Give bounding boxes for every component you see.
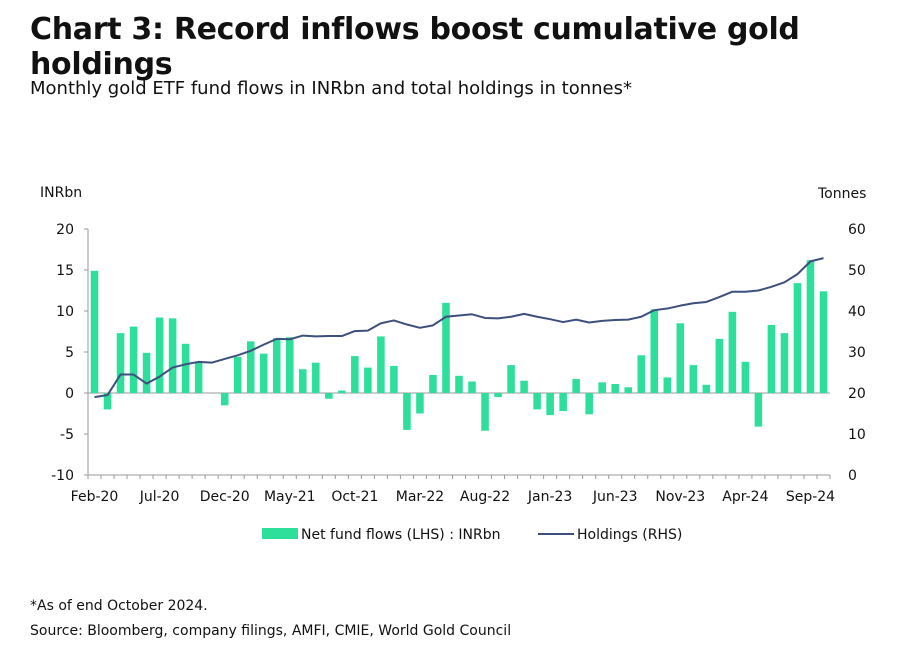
right-tick-label: 50 xyxy=(848,263,866,279)
left-tick-label: 20 xyxy=(56,222,74,238)
legend-label-bars: Net fund flows (LHS) : INRbn xyxy=(301,527,500,543)
flow-bar xyxy=(676,323,685,393)
flow-bar xyxy=(194,361,203,393)
flow-bar xyxy=(455,375,463,393)
x-tick-label: Dec-20 xyxy=(200,489,250,505)
x-tick-label: Sep-24 xyxy=(786,489,835,505)
flow-bar xyxy=(325,393,333,399)
x-tick-label: Jul-20 xyxy=(139,489,180,505)
holdings-line xyxy=(94,257,824,399)
flow-bar xyxy=(220,393,229,406)
x-tick-label: Feb-20 xyxy=(71,489,119,505)
flow-bar xyxy=(663,377,672,393)
line-series xyxy=(94,257,824,399)
flow-bar xyxy=(299,369,307,393)
flow-bar xyxy=(181,343,190,393)
left-axis-label: INRbn xyxy=(40,185,82,201)
flow-bar xyxy=(559,393,567,412)
flow-bar xyxy=(715,338,724,393)
flow-bar xyxy=(546,393,554,416)
flow-bar xyxy=(572,379,580,393)
flow-bar xyxy=(494,393,502,398)
flow-bar xyxy=(819,291,828,393)
flow-bar xyxy=(702,384,711,393)
flow-bar xyxy=(637,355,646,393)
flow-bar xyxy=(442,302,450,393)
x-tick-label: Mar-22 xyxy=(396,489,444,505)
flow-bar xyxy=(103,393,112,410)
flow-bar xyxy=(728,311,737,393)
flow-bar xyxy=(611,383,619,393)
flow-bar xyxy=(338,390,346,393)
flow-bar xyxy=(468,381,476,393)
left-tick-label: 5 xyxy=(65,345,74,361)
flow-bar xyxy=(429,374,437,393)
x-tick-label: Aug-22 xyxy=(460,489,510,505)
right-tick-label: 0 xyxy=(848,468,857,484)
flow-bar xyxy=(806,260,815,393)
bar-series xyxy=(90,260,828,431)
right-tick-label: 60 xyxy=(848,222,866,238)
axes: -10 -5 0 5 10 15 20 0 10 20 30 40 50 60 Feb-20 Jul-20 De… xyxy=(51,222,866,505)
flow-bar xyxy=(129,326,138,393)
x-tick-label: Apr-24 xyxy=(722,489,768,505)
flow-bar xyxy=(116,333,125,393)
flow-bar xyxy=(520,380,528,393)
flow-bar xyxy=(233,356,242,393)
right-tick-label: 10 xyxy=(848,427,866,443)
left-tick-label: 0 xyxy=(65,386,74,402)
flow-bar xyxy=(689,365,698,393)
flow-bar xyxy=(246,341,255,393)
flow-bar xyxy=(377,336,385,393)
left-tick-label: -10 xyxy=(51,468,74,484)
flow-bar xyxy=(650,309,659,393)
flow-bar xyxy=(364,367,372,393)
x-tick-label: May-21 xyxy=(264,489,316,505)
flow-bar xyxy=(533,393,541,410)
flow-bar xyxy=(481,393,489,431)
left-tick-label: -5 xyxy=(60,427,74,443)
x-tick-label: Nov-23 xyxy=(655,489,705,505)
right-axis-label: Tonnes xyxy=(817,186,866,202)
flow-bar xyxy=(285,337,294,393)
flow-bar xyxy=(507,365,515,393)
legend-swatch-bars xyxy=(262,528,298,539)
chart-subtitle: Monthly gold ETF fund flows in INRbn and… xyxy=(30,78,632,99)
flow-bar xyxy=(155,317,164,393)
left-tick-label: 10 xyxy=(56,304,74,320)
x-tick-label: Jan-23 xyxy=(527,489,572,505)
flow-bar xyxy=(272,338,281,393)
flow-bar xyxy=(312,362,320,393)
flow-bar xyxy=(793,283,802,393)
flow-bar xyxy=(624,387,633,393)
chart: INRbn Tonnes -10 -5 0 5 10 15 20 0 10 20 30 40 50 60 F… xyxy=(40,185,866,543)
right-tick-label: 30 xyxy=(848,345,866,361)
flow-bar xyxy=(585,393,593,415)
flow-bar xyxy=(403,393,411,430)
x-tick-label: Oct-21 xyxy=(331,489,378,505)
flow-bar xyxy=(351,356,359,393)
chart-title: Chart 3: Record inflows boost cumulative… xyxy=(30,12,800,82)
flow-bar xyxy=(90,270,99,393)
flow-bar xyxy=(598,382,606,393)
flow-bar xyxy=(741,361,750,393)
footnote: *As of end October 2024. xyxy=(30,598,208,614)
flow-bar xyxy=(767,324,776,393)
right-tick-label: 40 xyxy=(848,304,866,320)
source-note: Source: Bloomberg, company filings, AMFI… xyxy=(30,623,512,639)
flow-bar xyxy=(754,393,763,427)
left-tick-label: 15 xyxy=(56,263,74,279)
x-tick-label: Jun-23 xyxy=(592,489,638,505)
legend: Net fund flows (LHS) : INRbn Holdings (R… xyxy=(262,527,682,543)
flow-bar xyxy=(416,393,424,414)
flow-bar xyxy=(168,318,177,393)
right-tick-label: 20 xyxy=(848,386,866,402)
flow-bar xyxy=(390,365,398,393)
legend-label-line: Holdings (RHS) xyxy=(577,527,682,543)
flow-bar xyxy=(142,352,151,393)
flow-bar xyxy=(259,353,268,393)
flow-bar xyxy=(780,333,789,393)
